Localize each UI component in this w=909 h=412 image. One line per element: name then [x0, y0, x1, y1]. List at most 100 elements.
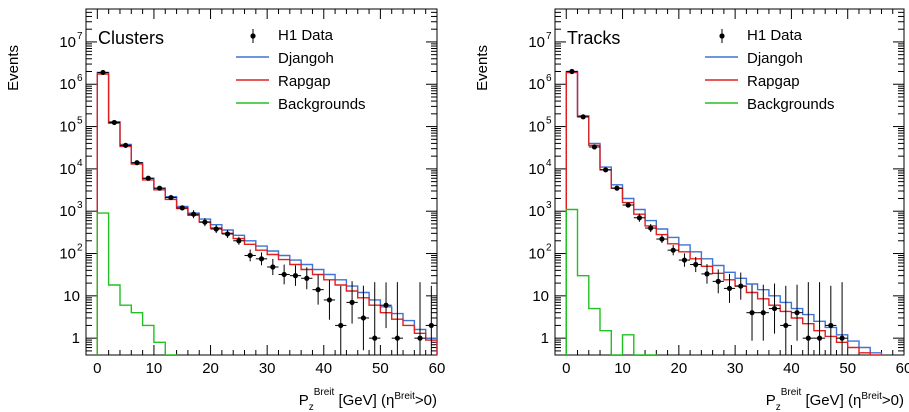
x-axis-label-part: Breit — [861, 391, 882, 402]
y-tick-exponent: 6 — [546, 73, 552, 84]
x-tick-label: 20 — [202, 360, 219, 377]
data-point — [417, 335, 423, 341]
data-point — [681, 257, 688, 263]
y-tick-label: 10 — [528, 246, 545, 263]
x-axis-label-part: >0) — [415, 392, 437, 409]
y-tick-exponent: 7 — [546, 31, 552, 42]
legend-marker-data — [250, 33, 256, 39]
data-point — [794, 310, 800, 316]
x-axis-label-part: Breit — [394, 391, 415, 402]
x-axis-label-part: Breit — [314, 387, 335, 398]
data-point — [394, 335, 400, 341]
x-axis-label-part: P — [766, 392, 776, 409]
data-point — [783, 322, 789, 329]
x-axis-label: PzBreit [GeV] (ηBreit>0) — [766, 387, 904, 412]
y-tick-exponent: 7 — [77, 31, 83, 42]
y-tick-label: 10 — [59, 246, 76, 263]
y-tick-label: 10 — [59, 119, 76, 136]
data-point — [715, 278, 721, 284]
data-point — [760, 310, 766, 316]
y-tick-label: 10 — [59, 161, 76, 178]
plot-frame — [85, 8, 438, 356]
legend-label: Djangoh — [747, 50, 803, 67]
data-point — [360, 315, 367, 321]
x-axis-label-part: z — [776, 402, 781, 412]
x-axis-label-part: Breit — [781, 387, 802, 398]
histogram-rapgap — [565, 71, 883, 355]
histogram-backgrounds — [565, 208, 657, 355]
data-point — [100, 69, 106, 76]
y-tick-label: 10 — [532, 288, 549, 305]
x-axis-label-part: P — [299, 392, 309, 409]
x-tick-label: 30 — [259, 360, 276, 377]
histogram-backgrounds — [96, 212, 178, 355]
y-tick-exponent: 5 — [77, 116, 83, 127]
data-point — [726, 285, 733, 291]
x-tick-label: 0 — [562, 360, 570, 377]
y-tick-exponent: 4 — [77, 158, 83, 169]
data-point — [636, 215, 643, 221]
legend-marker-data — [719, 33, 725, 39]
data-point — [591, 144, 598, 150]
x-tick-label: 30 — [727, 360, 744, 377]
data-point — [428, 322, 434, 329]
y-tick-exponent: 5 — [546, 116, 552, 127]
data-point — [603, 167, 609, 173]
legend-label: Backgrounds — [278, 96, 366, 113]
data-point — [111, 119, 117, 126]
plot-frame — [554, 8, 905, 356]
legend-label: Djangoh — [278, 50, 334, 67]
x-tick-label: 50 — [372, 360, 389, 377]
y-axis-label: Events — [5, 45, 22, 91]
data-point — [569, 68, 575, 75]
data-point — [134, 160, 140, 166]
y-axis-label: Events — [474, 45, 491, 91]
histogram-rapgap — [96, 73, 437, 355]
y-tick-exponent: 3 — [546, 200, 552, 211]
x-tick-label: 40 — [783, 360, 800, 377]
x-axis-label-part: >0) — [882, 392, 904, 409]
data-point — [816, 335, 823, 341]
data-point — [156, 185, 163, 191]
data-point — [145, 175, 151, 181]
data-point — [693, 261, 699, 268]
x-axis-label-part: z — [309, 402, 314, 412]
x-tick-label: 40 — [315, 360, 332, 377]
legend-label: Rapgap — [278, 73, 331, 90]
data-point — [202, 219, 208, 225]
data-point — [738, 283, 744, 289]
x-tick-label: 0 — [93, 360, 101, 377]
data-point — [326, 297, 333, 303]
x-tick-label: 10 — [614, 360, 631, 377]
data-point — [292, 273, 299, 279]
y-tick-label: 10 — [63, 288, 80, 305]
data-point — [236, 238, 242, 244]
y-tick-exponent: 3 — [77, 200, 83, 211]
x-axis-label-part: [GeV] (η — [801, 392, 861, 409]
x-tick-label: 10 — [146, 360, 163, 377]
x-axis-label: PzBreit [GeV] (ηBreit>0) — [299, 387, 437, 412]
panel-label: Tracks — [567, 28, 620, 48]
data-point — [771, 305, 778, 312]
y-tick-exponent: 4 — [546, 158, 552, 169]
x-axis-label-part: [GeV] (η — [334, 392, 394, 409]
data-point — [580, 114, 586, 120]
y-tick-exponent: 2 — [546, 243, 552, 254]
data-point — [659, 236, 665, 242]
y-tick-label: 10 — [528, 119, 545, 136]
data-point — [839, 335, 845, 341]
y-tick-label: 1 — [541, 330, 549, 347]
data-point — [625, 202, 631, 208]
data-point — [190, 211, 197, 217]
x-tick-label: 60 — [896, 360, 909, 377]
y-tick-label: 10 — [528, 76, 545, 93]
data-point — [270, 264, 276, 270]
data-point — [648, 225, 654, 231]
data-point — [123, 142, 129, 148]
y-tick-label: 1 — [72, 330, 80, 347]
data-point — [349, 299, 355, 305]
data-point — [315, 287, 321, 293]
